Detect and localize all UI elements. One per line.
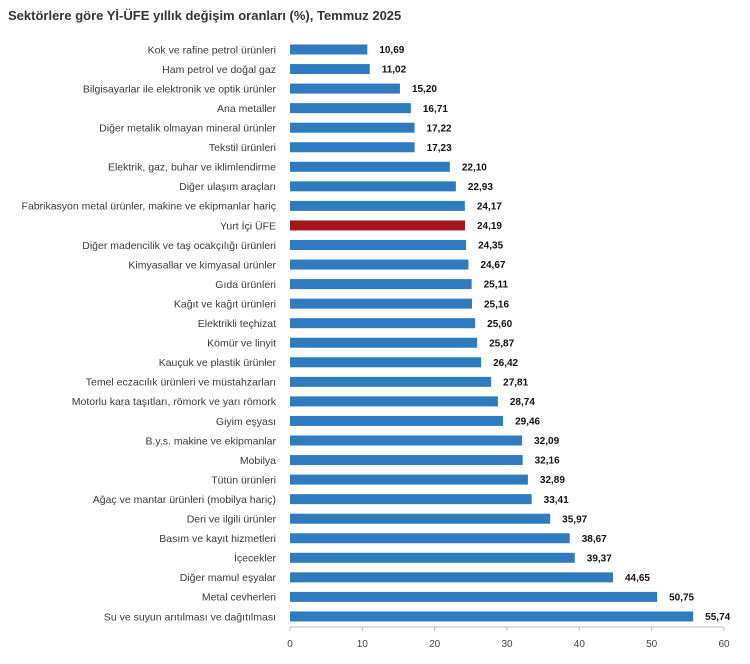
bar: [290, 103, 411, 114]
data-label: 25,87: [489, 338, 514, 349]
bar: [290, 494, 532, 505]
bar-highlight: [290, 220, 465, 231]
category-label: Elektrik, gaz, buhar ve iklimlendirme: [108, 162, 276, 174]
bar: [290, 240, 467, 250]
chart-title: Sektörlere göre Yİ-ÜFE yıllık değişim or…: [8, 8, 402, 23]
data-label: 32,09: [534, 436, 559, 447]
data-label: 50,75: [669, 593, 694, 604]
data-label: 38,67: [582, 534, 607, 545]
category-label: Gıda ürünleri: [215, 279, 276, 291]
data-label: 44,65: [625, 573, 650, 584]
category-label: Ham petrol ve doğal gaz: [162, 64, 276, 76]
x-tick-label: 60: [718, 639, 730, 650]
category-label: Kok ve rafine petrol ürünleri: [148, 44, 276, 56]
bar: [290, 572, 613, 583]
category-label: İçecekler: [234, 552, 277, 565]
category-label: Ana metaller: [217, 103, 276, 115]
data-label: 24,17: [477, 202, 502, 213]
x-tick-label: 0: [287, 639, 293, 650]
bar: [290, 200, 465, 211]
bar: [290, 396, 498, 407]
data-label: 22,93: [468, 182, 493, 193]
category-label: Ağaç ve mantar ürünleri (mobilya hariç): [93, 494, 276, 506]
x-tick-label: 10: [357, 639, 369, 650]
data-label: 15,20: [412, 84, 437, 95]
category-label: Su ve suyun arıtılması ve dağıtılması: [104, 611, 276, 623]
data-label: 24,19: [477, 221, 502, 232]
bar: [290, 142, 415, 153]
category-label: Basım ve kayıt hizmetleri: [159, 533, 276, 545]
x-tick-label: 30: [501, 639, 513, 650]
data-label: 39,37: [587, 553, 612, 564]
data-label: 29,46: [515, 417, 540, 428]
category-label: Mobilya: [240, 455, 276, 467]
data-label: 35,97: [562, 514, 587, 525]
data-label: 11,02: [382, 65, 407, 76]
category-label: Temel eczacılık ürünleri ve müstahzarlar…: [86, 377, 276, 389]
bar: [290, 455, 523, 466]
category-label: Kağıt ve kağıt ürünleri: [174, 298, 276, 310]
category-label: Metal cevherleri: [202, 592, 276, 604]
bar: [290, 298, 472, 309]
category-label: Fabrikasyon metal ürünler, makine ve eki…: [22, 201, 276, 213]
category-label: Tütün ürünleri: [211, 474, 276, 486]
data-label: 26,42: [493, 358, 518, 369]
bar: [290, 318, 476, 329]
bar: [290, 83, 400, 94]
bar: [290, 513, 551, 524]
bar: [290, 415, 504, 426]
category-label: Diğer mamul eşyalar: [180, 572, 277, 584]
category-label: Kauçuk ve plastik ürünler: [159, 357, 277, 369]
data-label: 16,71: [423, 104, 448, 115]
data-label: 32,16: [535, 456, 560, 467]
bar: [290, 376, 492, 387]
data-label: 10,69: [379, 45, 404, 56]
bar: [290, 337, 478, 348]
bar: [290, 161, 450, 172]
x-tick-label: 40: [574, 639, 586, 650]
data-label: 55,74: [705, 612, 730, 623]
bar: [290, 533, 570, 544]
data-label: 22,10: [462, 162, 487, 173]
x-tick-label: 50: [646, 639, 658, 650]
bar: [290, 591, 658, 602]
data-label: 28,74: [510, 397, 535, 408]
data-label: 25,60: [487, 319, 512, 330]
data-label: 33,41: [544, 495, 569, 506]
bar: [290, 611, 694, 622]
category-label: Yurt İçi ÜFE: [220, 219, 276, 232]
category-label: Kömür ve linyit: [207, 338, 276, 350]
category-label: Elektrikli teçhizat: [198, 318, 276, 330]
category-label: Deri ve ilgili ürünler: [187, 514, 277, 526]
x-tick-label: 20: [429, 639, 441, 650]
category-label: Tekstil ürünleri: [209, 142, 276, 154]
bar: [290, 357, 482, 368]
data-label: 24,67: [480, 260, 505, 271]
data-label: 27,81: [503, 377, 528, 388]
bar: [290, 259, 469, 270]
data-label: 32,89: [540, 475, 565, 486]
category-label: Kimyasallar ve kimyasal ürünler: [128, 259, 276, 271]
bar: [290, 181, 456, 192]
data-label: 24,35: [478, 241, 503, 252]
bar: [290, 279, 472, 290]
category-label: Motorlu kara taşıtları, römork ve yarı r…: [72, 396, 277, 408]
bar: [290, 44, 368, 55]
bar: [290, 474, 528, 485]
data-label: 17,23: [427, 143, 452, 154]
data-label: 25,16: [484, 299, 509, 310]
category-label: Diğer ulaşım araçları: [179, 181, 276, 193]
bar: [290, 552, 575, 563]
bar: [290, 64, 370, 75]
category-label: Giyim eşyası: [216, 416, 276, 428]
bar: [290, 122, 415, 133]
bar: [290, 435, 523, 446]
category-label: Diğer metalik olmayan mineral ürünler: [99, 123, 276, 135]
category-label: Diğer madencilik ve taş ocakçılığı ürünl…: [82, 240, 276, 252]
category-label: B.y.s. makine ve ekipmanlar: [145, 435, 276, 447]
category-label: Bilgisayarlar ile elektronik ve optik ür…: [83, 83, 277, 95]
data-label: 25,11: [484, 280, 509, 291]
data-label: 17,22: [427, 123, 452, 134]
